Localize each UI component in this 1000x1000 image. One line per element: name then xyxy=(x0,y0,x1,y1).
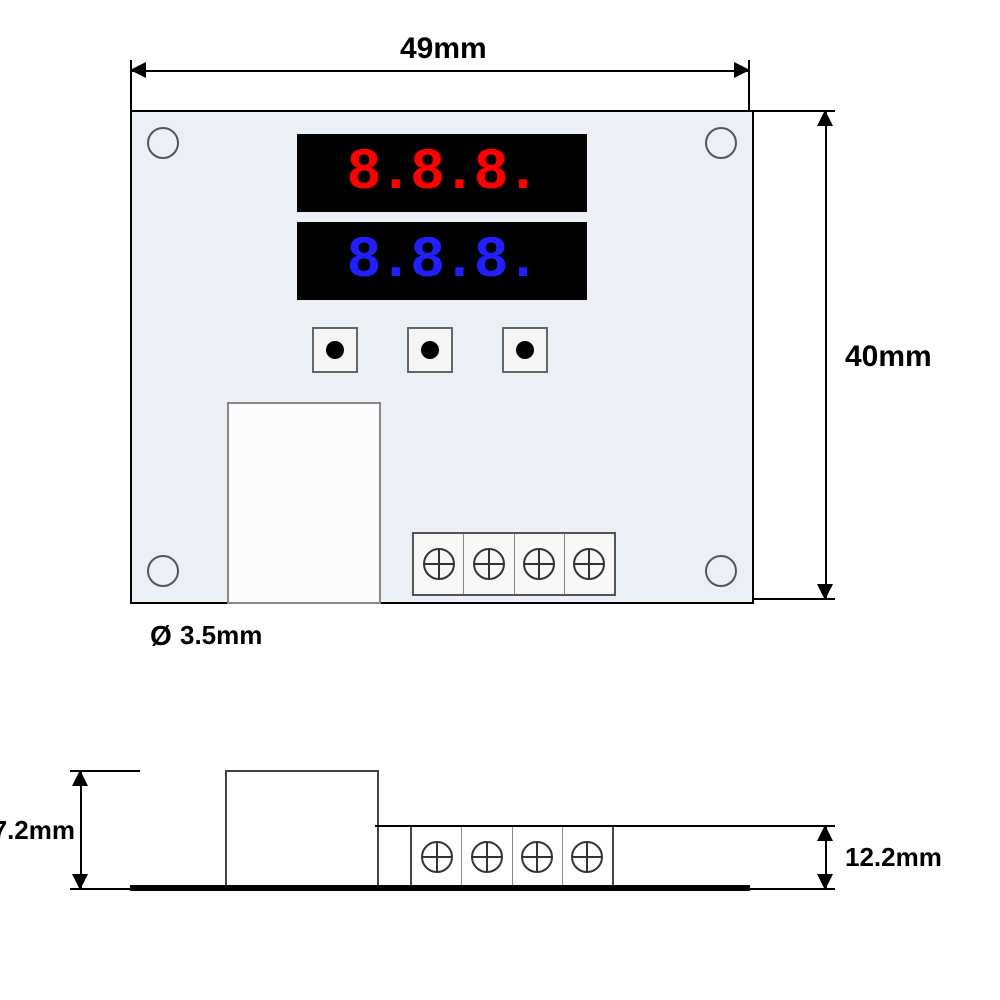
ext-line-top-right xyxy=(748,60,750,110)
button-3[interactable] xyxy=(502,327,548,373)
dim-line-side-left xyxy=(80,770,82,890)
side-pcb-edge xyxy=(130,885,750,891)
side-top-line xyxy=(375,825,771,827)
terminal-1 xyxy=(414,534,464,594)
dim-height: 40mm xyxy=(845,340,932,374)
side-relay xyxy=(225,770,379,889)
mount-hole-tl xyxy=(147,127,179,159)
dim-side-height: 17.2mm xyxy=(0,815,75,846)
screw-icon xyxy=(423,548,455,580)
pcb-top-view: 8.8.8. 8.8.8. xyxy=(130,110,754,604)
side-terminal-3 xyxy=(513,827,563,887)
relay-component xyxy=(227,402,381,604)
side-terminal-2 xyxy=(462,827,512,887)
terminal-4 xyxy=(565,534,614,594)
ext-line-right-top xyxy=(750,110,835,112)
side-terminal-4 xyxy=(563,827,612,887)
led-bottom-text: 8.8.8. xyxy=(347,229,538,294)
mount-hole-tr xyxy=(705,127,737,159)
arrow-sr-up xyxy=(817,825,833,841)
ext-sl-top xyxy=(70,770,140,772)
dim-line-top xyxy=(130,70,750,72)
side-terminal-block xyxy=(410,825,614,889)
screw-icon xyxy=(523,548,555,580)
mount-hole-br xyxy=(705,555,737,587)
screw-icon xyxy=(521,841,553,873)
ext-sr-top xyxy=(750,825,835,827)
terminal-2 xyxy=(464,534,514,594)
button-2[interactable] xyxy=(407,327,453,373)
diameter-symbol: Ø xyxy=(150,620,172,652)
ext-line-right-bot xyxy=(750,598,835,600)
mount-hole-bl xyxy=(147,555,179,587)
arrow-right-up xyxy=(817,110,833,126)
terminal-3 xyxy=(515,534,565,594)
dim-terminal-height: 12.2mm xyxy=(845,842,942,873)
terminal-block-top xyxy=(412,532,616,596)
led-display-bottom: 8.8.8. xyxy=(297,222,587,300)
ext-line-top-left xyxy=(130,60,132,110)
screw-icon xyxy=(573,548,605,580)
screw-icon xyxy=(571,841,603,873)
arrow-sl-up xyxy=(72,770,88,786)
screw-icon xyxy=(471,841,503,873)
screw-icon xyxy=(473,548,505,580)
screw-icon xyxy=(421,841,453,873)
dim-line-right xyxy=(825,110,827,600)
dim-hole: 3.5mm xyxy=(180,620,262,651)
button-1[interactable] xyxy=(312,327,358,373)
ext-sr-bot xyxy=(750,888,835,890)
side-terminal-1 xyxy=(412,827,462,887)
dim-width: 49mm xyxy=(400,32,487,66)
led-top-text: 8.8.8. xyxy=(347,141,538,206)
led-display-top: 8.8.8. xyxy=(297,134,587,212)
arrow-top-left xyxy=(130,62,146,78)
